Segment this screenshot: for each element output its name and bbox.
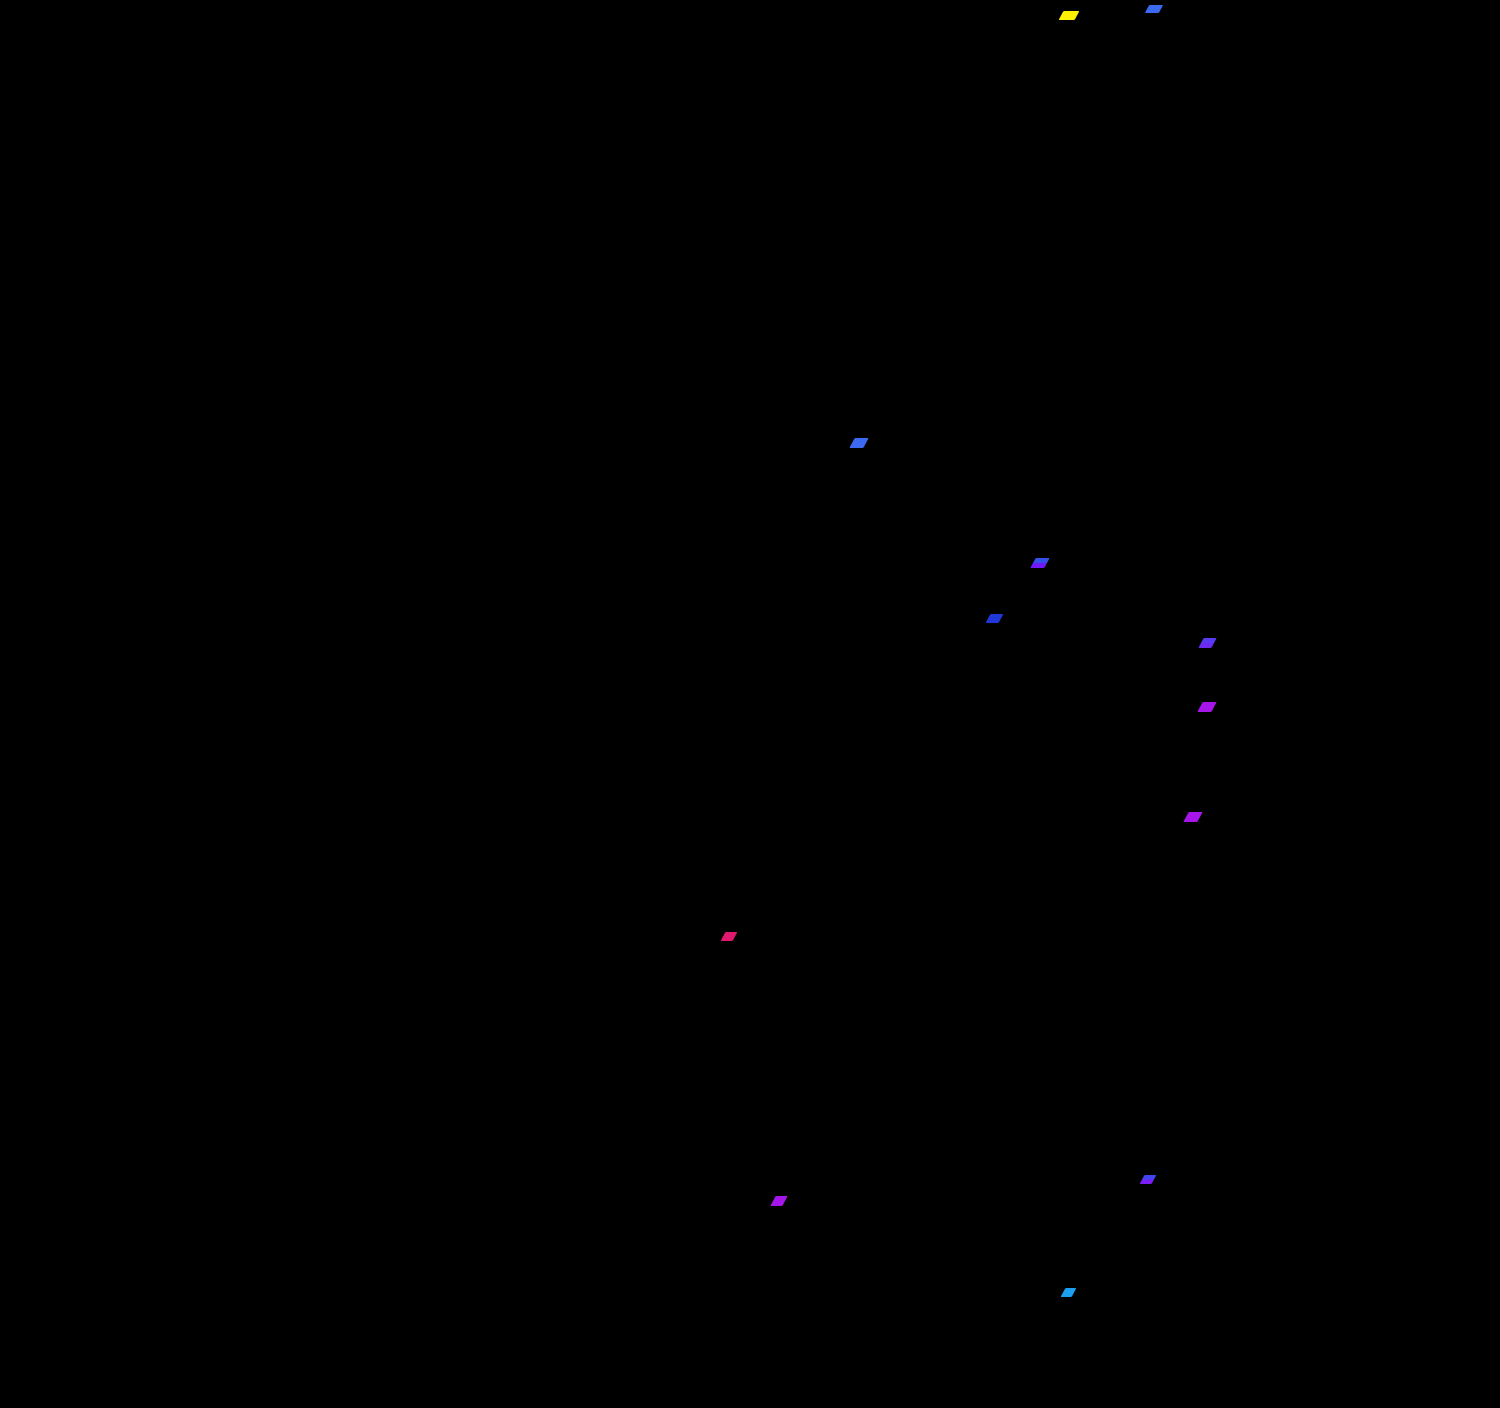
streak-azure (1060, 1288, 1077, 1297)
streak-magenta-1 (1197, 702, 1217, 712)
streak-blue-violet-2 (1139, 1175, 1157, 1184)
streak-yellow (1058, 11, 1080, 20)
streak-magenta-3 (770, 1196, 788, 1206)
streak-pink (720, 932, 738, 941)
streak-dark-blue (985, 614, 1004, 623)
streak-violet (1198, 638, 1217, 648)
streak-royal-blue-2 (849, 438, 869, 448)
streak-magenta-2 (1183, 812, 1203, 822)
streak-royal-blue-1 (1144, 5, 1164, 13)
streak-blue-violet-1 (1030, 558, 1050, 568)
